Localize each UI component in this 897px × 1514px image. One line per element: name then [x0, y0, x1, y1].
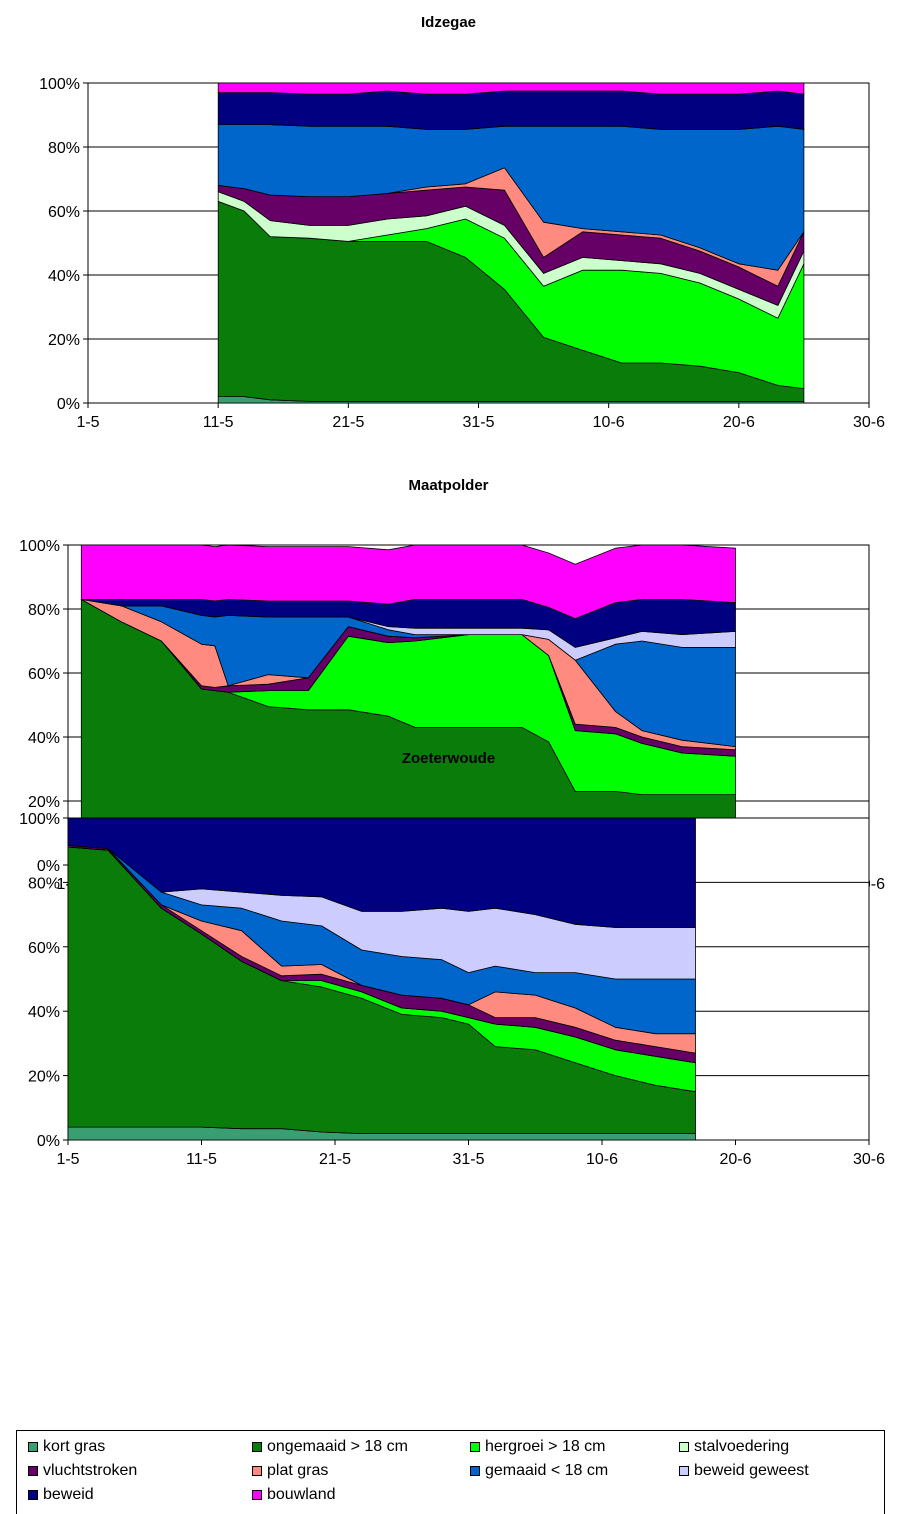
x-tick-label: 30-6 — [853, 414, 885, 431]
legend-swatch — [252, 1466, 262, 1476]
y-tick-label: 60% — [28, 666, 60, 683]
x-tick-label: 31-5 — [462, 414, 494, 431]
x-tick-label: 1-5 — [56, 1151, 79, 1168]
y-tick-label: 80% — [48, 140, 80, 157]
legend-label: beweid geweest — [694, 1462, 809, 1479]
legend-swatch — [470, 1466, 480, 1476]
legend-label: ongemaaid > 18 cm — [267, 1438, 408, 1455]
legend-label: bouwland — [267, 1486, 336, 1503]
chart-idzegae: 0% 20% 40% 60% 80% 100% 1-5 11-5 21-5 31-5 10-6 20-… — [39, 76, 885, 431]
y-tick-label: 20% — [28, 794, 60, 811]
x-tick-label: 10-6 — [593, 414, 625, 431]
x-tick-label: 30-6 — [853, 1151, 885, 1168]
legend-item: hergroei > 18 cm — [470, 1437, 606, 1457]
x-tick-label: 20-6 — [723, 414, 755, 431]
x-tick-label: 11-5 — [186, 1151, 217, 1168]
y-tick-label: 100% — [39, 76, 80, 93]
legend-label: gemaaid < 18 cm — [485, 1462, 609, 1479]
chart-maatpolder: 0%20%40%60%80%100%1-511-521-531-510-620-… — [19, 538, 885, 893]
legend-label: hergroei > 18 cm — [485, 1438, 606, 1455]
y-tick-label: 40% — [28, 1004, 60, 1021]
y-tick-label: 40% — [48, 268, 80, 285]
area-bouwland — [217, 82, 805, 95]
y-tick-label: 100% — [19, 811, 60, 828]
legend-swatch — [470, 1442, 480, 1452]
y-tick-label: 20% — [28, 1069, 60, 1086]
legend-label: plat gras — [267, 1462, 329, 1479]
y-tick-label: 60% — [28, 940, 60, 957]
legend-item: stalvoedering — [679, 1437, 789, 1457]
y-tick-label: 0% — [37, 858, 60, 875]
legend-item: vluchtstroken — [28, 1461, 137, 1481]
legend-item: kort gras — [28, 1437, 105, 1457]
y-tick-label: 40% — [28, 730, 60, 747]
x-tick-label: 20-6 — [719, 1151, 751, 1168]
legend-item: beweid — [28, 1485, 94, 1505]
y-tick-label: 0% — [37, 1133, 60, 1150]
chart-title-maatpolder: Maatpolder — [408, 477, 489, 494]
area-bouwland — [80, 544, 736, 619]
y-tick-label: 80% — [28, 602, 60, 619]
legend-swatch — [252, 1490, 262, 1500]
legend-swatch — [679, 1466, 689, 1476]
y-tick-label: 80% — [28, 875, 60, 892]
legend-item: beweid geweest — [679, 1461, 809, 1481]
legend-label: beweid — [43, 1486, 94, 1503]
legend-swatch — [679, 1442, 689, 1452]
legend-swatch — [28, 1442, 38, 1452]
y-tick-label: 100% — [19, 538, 60, 555]
legend-item: gemaaid < 18 cm — [470, 1461, 608, 1481]
x-tick-label: 21-5 — [319, 1151, 351, 1168]
legend-swatch — [28, 1466, 38, 1476]
x-tick-label: 1-5 — [76, 414, 99, 431]
y-tick-label: 20% — [48, 332, 80, 349]
legend-swatch — [252, 1442, 262, 1452]
legend-label: stalvoedering — [694, 1438, 790, 1455]
chart-zoeterwoude: 0% 20% 40% 60% 80% 100% 1-5 11-5 21-5 31-5 10-6 20-… — [19, 811, 885, 1168]
legend-item: plat gras — [252, 1461, 328, 1481]
legend: kort gras ongemaaid > 18 cm hergroei > 18 … — [16, 1430, 885, 1514]
legend-item: ongemaaid > 18 cm — [252, 1437, 408, 1457]
legend-item: bouwland — [252, 1485, 336, 1505]
x-tick-label: 11-5 — [203, 414, 234, 431]
chart-title-zoeterwoude: Zoeterwoude — [401, 750, 496, 767]
x-tick-label: 21-5 — [332, 414, 364, 431]
y-tick-label: 60% — [48, 204, 80, 221]
y-tick-label: 0% — [57, 396, 80, 413]
x-tick-label: 31-5 — [452, 1151, 484, 1168]
chart-title-idzegae: Idzegae — [420, 14, 477, 31]
legend-label: kort gras — [43, 1438, 106, 1455]
legend-label: vluchtstroken — [43, 1462, 138, 1479]
legend-swatch — [28, 1490, 38, 1500]
x-tick-label: 10-6 — [586, 1151, 618, 1168]
